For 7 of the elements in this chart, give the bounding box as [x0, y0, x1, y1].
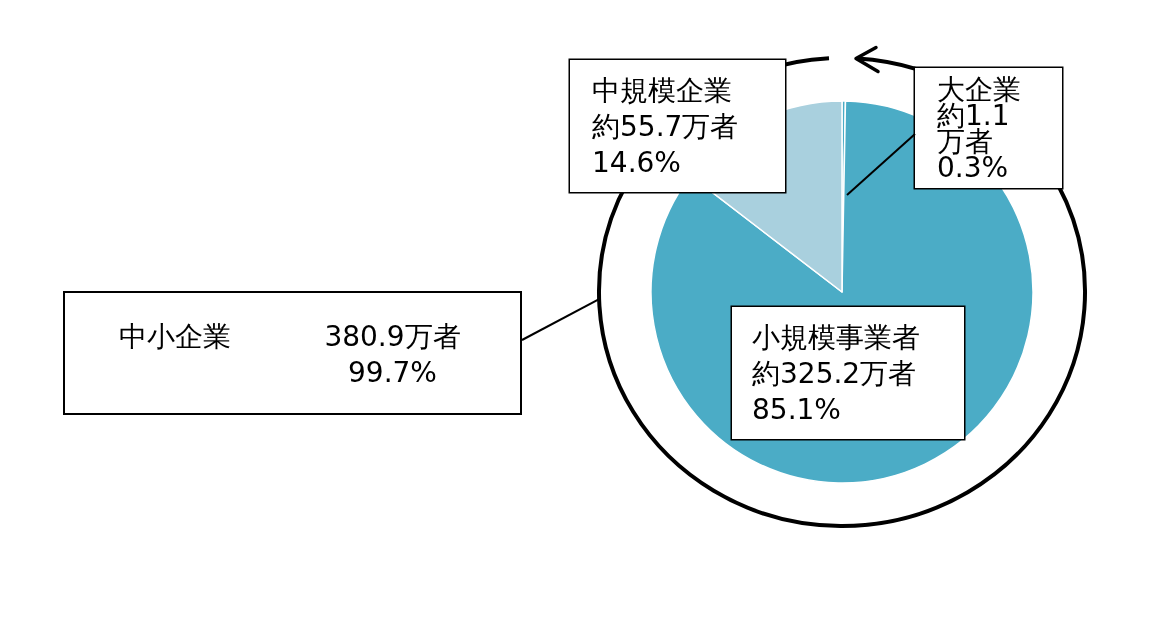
- data-label: 約55.7万者 14.6%: [592, 109, 739, 179]
- slice-label: 小規模事業者: [752, 320, 920, 354]
- text: 380.9万者: [323, 319, 462, 355]
- text: 中小企業: [119, 319, 231, 355]
- slice-label: 中規模企業: [592, 73, 732, 107]
- data-label: 約325.2万者 85.1%: [752, 356, 917, 426]
- text: 99.7%: [347, 355, 438, 391]
